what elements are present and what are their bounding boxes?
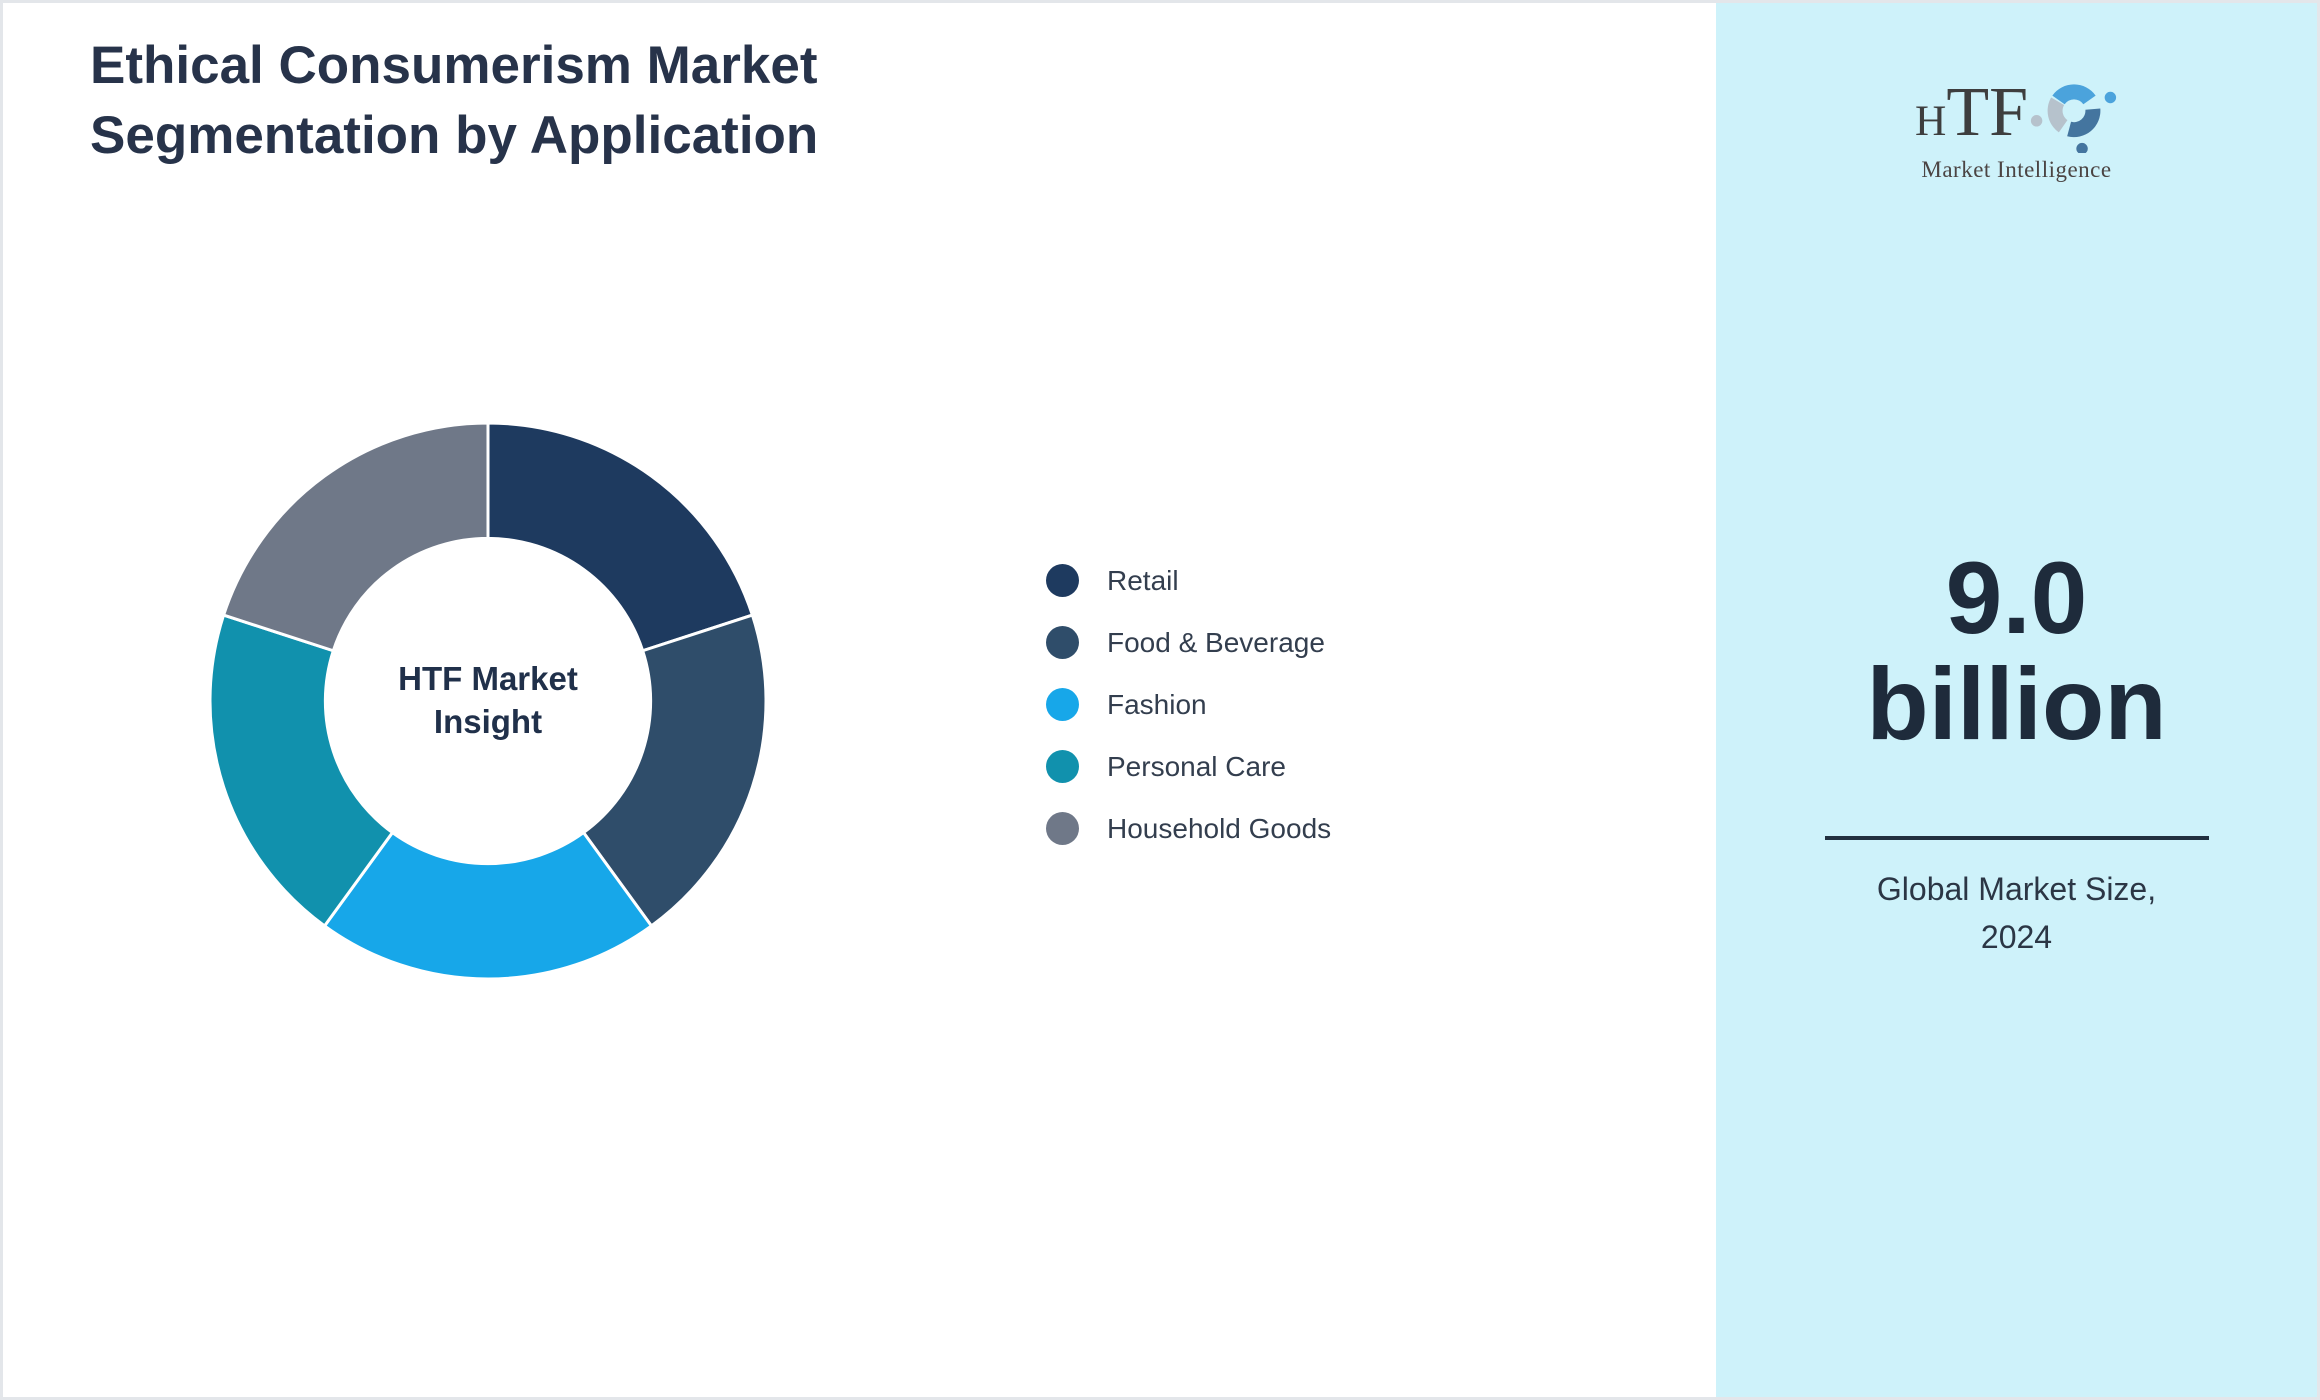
legend-swatch-icon bbox=[1046, 750, 1079, 783]
market-size-text: 9.0 billion bbox=[1866, 541, 2167, 762]
market-size-value: 9.0 billion bbox=[1716, 545, 2317, 757]
legend-label: Fashion bbox=[1107, 688, 1207, 720]
legend-label: Retail bbox=[1107, 564, 1179, 596]
dolphin-shape-1 bbox=[2067, 108, 2101, 138]
logo-dot-icon bbox=[2104, 91, 2117, 104]
donut-segment-household-goods bbox=[222, 421, 490, 653]
htf-logo: HTF Market Intelligence bbox=[1716, 69, 2317, 183]
market-size-caption-text: Global Market Size, 2024 bbox=[1876, 871, 2157, 955]
legend-item: Personal Care bbox=[1046, 750, 1331, 783]
donut-segment-personal-care bbox=[208, 613, 394, 928]
divider-line bbox=[1824, 836, 2209, 840]
donut-segment-food-beverage bbox=[582, 613, 768, 928]
logo-dot-icon bbox=[2076, 142, 2088, 153]
dolphin-shape-2 bbox=[2047, 97, 2068, 133]
donut-center-label: HTF Market Insight bbox=[398, 660, 578, 740]
logo-dot-icon bbox=[2030, 115, 2043, 127]
legend-label: Household Goods bbox=[1107, 812, 1332, 844]
legend-item: Food & Beverage bbox=[1046, 626, 1331, 659]
donut-segment-retail bbox=[486, 421, 754, 653]
legend-item: Retail bbox=[1046, 564, 1331, 597]
dolphin-swirl-icon bbox=[2030, 84, 2117, 153]
dolphin-shape-0 bbox=[2052, 84, 2096, 105]
legend-swatch-icon bbox=[1046, 564, 1079, 597]
market-size-caption: Global Market Size, 2024 bbox=[1716, 865, 2317, 961]
legend-swatch-icon bbox=[1046, 688, 1079, 721]
donut-svg bbox=[208, 421, 768, 981]
legend: Retail Food & Beverage Fashion Personal Car… bbox=[1046, 564, 1331, 874]
sidebar: HTF Market Intelligence 9.0 billion Glob… bbox=[1716, 3, 2317, 1397]
legend-label: Food & Beverage bbox=[1107, 626, 1325, 658]
legend-item: Household Goods bbox=[1046, 812, 1331, 845]
logo-row: HTF bbox=[1716, 69, 2317, 157]
page-title: Ethical Consumerism Market Segmentation … bbox=[90, 36, 819, 165]
donut-segment-fashion bbox=[323, 831, 653, 981]
logo-subtext: Market Intelligence bbox=[1921, 157, 2112, 182]
donut-chart: HTF Market Insight bbox=[203, 416, 773, 986]
legend-swatch-icon bbox=[1046, 812, 1079, 845]
legend-swatch-icon bbox=[1046, 626, 1079, 659]
legend-item: Fashion bbox=[1046, 688, 1331, 721]
logo-text: HTF bbox=[1914, 74, 2029, 151]
legend-label: Personal Care bbox=[1107, 750, 1286, 782]
